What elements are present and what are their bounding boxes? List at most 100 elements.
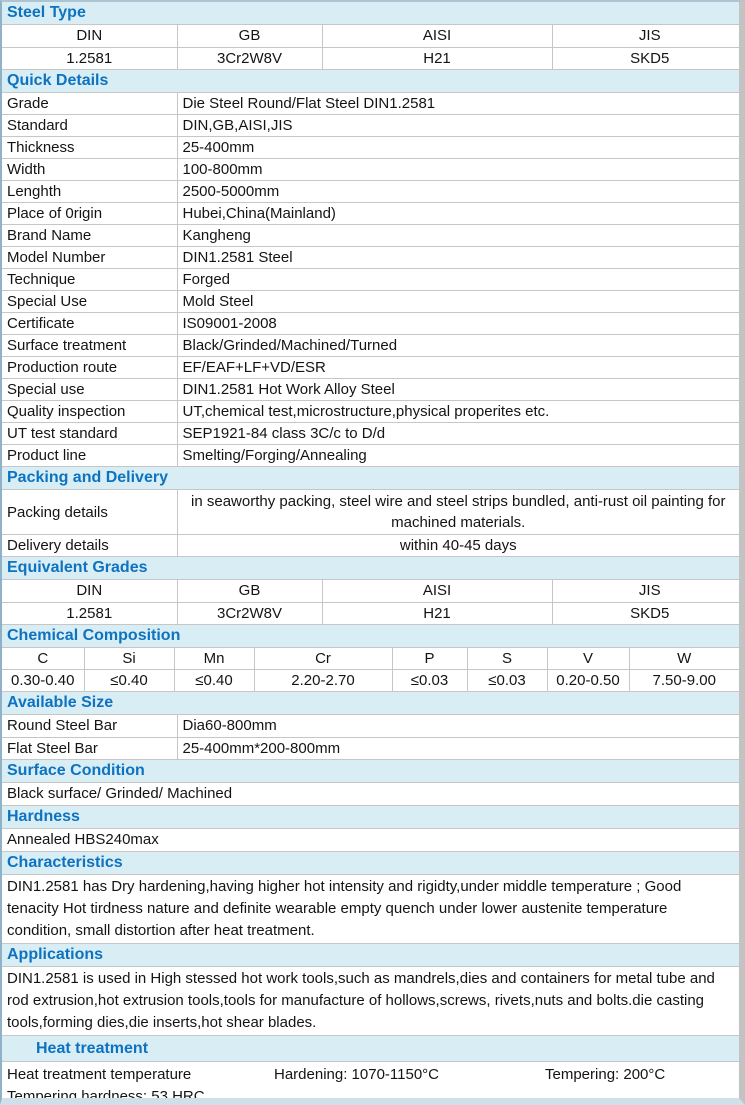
grade-value: 1.2581 [2,602,178,625]
section-header-heat-treatment: Heat treatment [2,1035,739,1062]
surface-condition-text: Black surface/ Grinded/ Machined [2,783,739,806]
table-row: Delivery details within 40-45 days [2,534,739,557]
section-header-chemical-composition: Chemical Composition [2,624,739,648]
element-range: ≤0.40 [84,669,175,692]
table-row: Production route EF/EAF+LF+VD/ESR [2,356,739,379]
table-row: Quality inspection UT,chemical test,micro… [2,400,739,423]
spec-value: within 40-45 days [177,534,739,557]
section-header-applications: Applications [2,943,739,967]
spec-label: Model Number [2,246,178,269]
spec-label: Quality inspection [2,400,178,423]
table-row: Brand Name Kangheng [2,224,739,247]
table-row: Grade Die Steel Round/Flat Steel DIN1.258… [2,92,739,115]
section-header-available-size: Available Size [2,692,739,715]
table-row: Standard DIN,GB,AISI,JIS [2,114,739,137]
table-row: Lenghth 2500-5000mm [2,180,739,203]
spec-value: 100-800mm [177,158,739,181]
spec-value: DIN1.2581 Hot Work Alloy Steel [177,378,739,401]
spec-label: Flat Steel Bar [2,737,178,760]
spec-value: EF/EAF+LF+VD/ESR [177,356,739,379]
grade-value: SKD5 [552,47,739,70]
element-symbol: V [547,647,630,670]
spec-label: Brand Name [2,224,178,247]
available-size-table: Round Steel Bar Dia60-800mm Flat Steel B… [2,715,739,760]
hardening-value: Hardening: 1070-1150°C [274,1065,439,1083]
element-symbol: S [467,647,548,670]
spec-value: in seaworthy packing, steel wire and ste… [177,490,739,535]
spec-value: Kangheng [177,224,739,247]
quick-details-table: Grade Die Steel Round/Flat Steel DIN1.258… [2,92,739,467]
heat-treatment-row: Heat treatment temperature Hardening: 10… [2,1062,739,1086]
heat-treatment-temperature-label: Heat treatment temperature [7,1065,192,1083]
element-range: ≤0.40 [174,669,255,692]
spec-label: Width [2,158,178,181]
column-header: GB [177,580,323,603]
table-row: UT test standard SEP1921-84 class 3C/c to… [2,422,739,445]
section-header-steel-type: Steel Type [2,2,739,25]
table-row: 0.30-0.40 ≤0.40 ≤0.40 2.20-2.70 ≤0.03 ≤0… [2,669,739,692]
packing-delivery-table: Packing details in seaworthy packing, st… [2,490,739,557]
table-row: Place of 0rigin Hubei,China(Mainland) [2,202,739,225]
grade-value: 1.2581 [2,47,178,70]
column-header: JIS [552,25,739,48]
column-header: GB [177,25,323,48]
characteristics-text: DIN1.2581 has Dry hardening,having highe… [2,875,739,944]
table-row: Certificate IS09001-2008 [2,312,739,335]
table-row: Special use DIN1.2581 Hot Work Alloy Stee… [2,378,739,401]
element-symbol: C [2,647,85,670]
table-row: C Si Mn Cr P S V W [2,647,739,670]
table-row: Thickness 25-400mm [2,136,739,159]
table-row: Packing details in seaworthy packing, st… [2,490,739,535]
table-row: Width 100-800mm [2,158,739,181]
table-row: Model Number DIN1.2581 Steel [2,246,739,269]
section-header-equivalent-grades: Equivalent Grades [2,557,739,580]
element-range: ≤0.03 [392,669,468,692]
column-header: DIN [2,580,178,603]
spec-value: IS09001-2008 [177,312,739,335]
grade-value: H21 [322,602,553,625]
element-symbol: P [392,647,468,670]
spec-value: Black/Grinded/Machined/Turned [177,334,739,357]
spec-label: Place of 0rigin [2,202,178,225]
grade-value: 3Cr2W8V [177,602,323,625]
element-symbol: Si [84,647,175,670]
element-range: 7.50-9.00 [629,669,739,692]
spec-label: Packing details [2,490,178,535]
equivalent-grades-table: DIN GB AISI JIS 1.2581 3Cr2W8V H21 SKD5 [2,580,739,625]
table-row: Product line Smelting/Forging/Annealing [2,444,739,467]
column-header: AISI [322,580,553,603]
spec-label: Special Use [2,290,178,313]
section-header-packing-delivery: Packing and Delivery [2,467,739,490]
spec-value: DIN,GB,AISI,JIS [177,114,739,137]
table-row: DIN GB AISI JIS [2,580,739,603]
element-symbol: Mn [174,647,255,670]
element-symbol: Cr [254,647,393,670]
spec-value: SEP1921-84 class 3C/c to D/d [177,422,739,445]
table-row: Special Use Mold Steel [2,290,739,313]
applications-text: DIN1.2581 is used in High stessed hot wo… [2,967,739,1036]
hardness-text: Annealed HBS240max [2,829,739,852]
spec-value: Mold Steel [177,290,739,313]
spec-label: Surface treatment [2,334,178,357]
grade-value: 3Cr2W8V [177,47,323,70]
spec-value: 25-400mm*200-800mm [177,737,739,760]
column-header: AISI [322,25,553,48]
table-row: Technique Forged [2,268,739,291]
section-header-quick-details: Quick Details [2,69,739,93]
spec-label: Technique [2,268,178,291]
spec-value: 25-400mm [177,136,739,159]
chemical-composition-table: C Si Mn Cr P S V W 0.30-0.40 ≤0.40 ≤0.40… [2,647,739,692]
element-range: 2.20-2.70 [254,669,393,692]
spec-value: UT,chemical test,microstructure,physical… [177,400,739,423]
tempering-hardness-text: Tempering hardness: 53 HRC [7,1087,205,1105]
column-header: DIN [2,25,178,48]
spec-label: Thickness [2,136,178,159]
section-header-hardness: Hardness [2,805,739,829]
spec-label: Special use [2,378,178,401]
spec-label: Standard [2,114,178,137]
spec-label: Grade [2,92,178,115]
tempering-value: Tempering: 200°C [545,1065,666,1083]
table-row: DIN GB AISI JIS [2,25,739,48]
spec-label: Product line [2,444,178,467]
section-header-surface-condition: Surface Condition [2,759,739,783]
